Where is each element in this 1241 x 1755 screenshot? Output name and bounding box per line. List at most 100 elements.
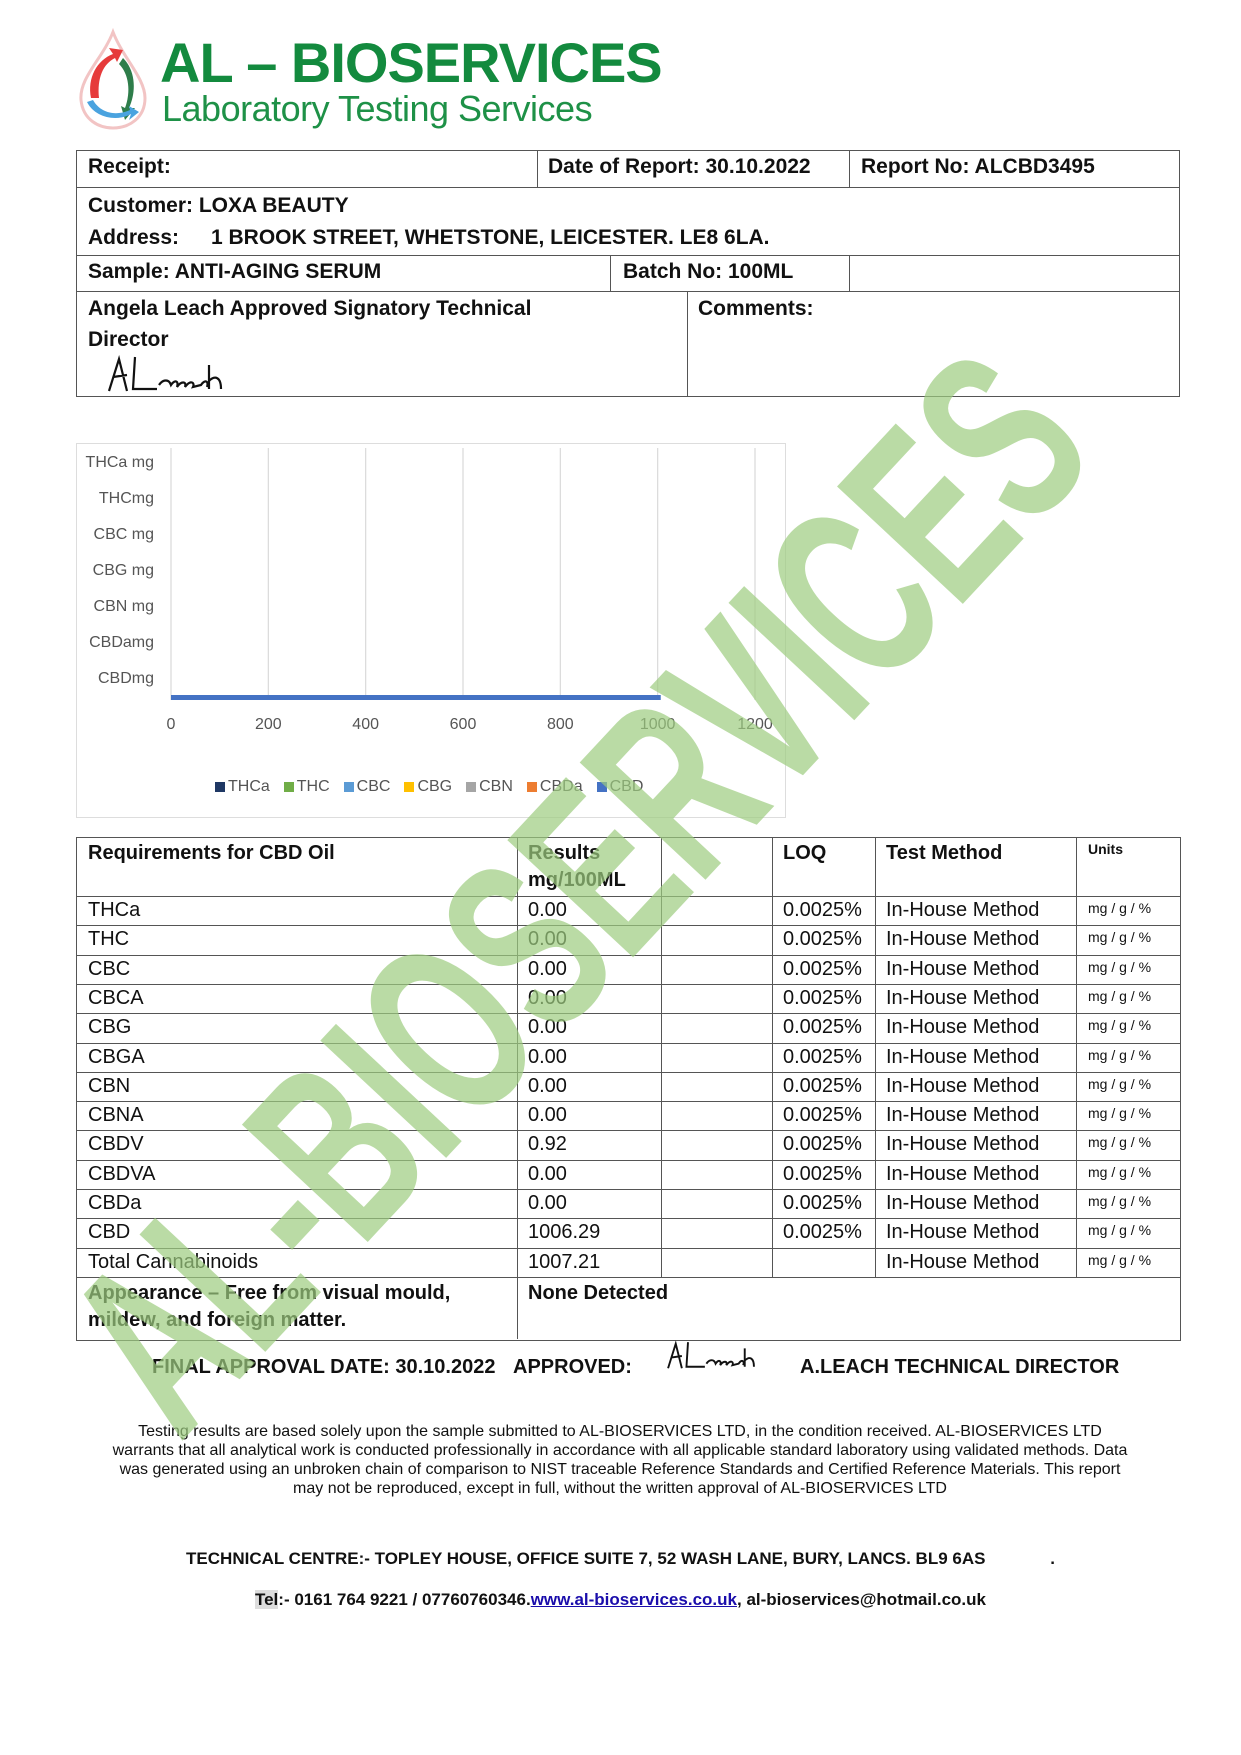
row-loq: 0.0025% [783, 986, 862, 1009]
final-approval-date: FINAL APPROVAL DATE: 30.10.2022 [152, 1356, 496, 1378]
y-category-label: THCa mg [85, 454, 154, 471]
appearance-result: None Detected [528, 1281, 669, 1304]
row-units: mg / g / % [1088, 1075, 1152, 1092]
separator: , [736, 1590, 742, 1609]
row-test-method: In-House Method [886, 1074, 1040, 1097]
row-loq: 0.0025% [783, 899, 862, 921]
date-of-report: Date of Report: 30.10.2022 [548, 155, 811, 178]
divider [687, 291, 688, 396]
technical-centre: TECHNICAL CENTRE:- TOPLEY HOUSE, OFFICE … [186, 1549, 986, 1568]
approval-signature [667, 1340, 755, 1369]
address-label: Address: [88, 226, 180, 249]
row-units: mg / g / % [1088, 1017, 1152, 1034]
appearance-requirement: Appearance – Free from visual mould, [88, 1281, 451, 1304]
row-loq: 0.0025% [783, 957, 862, 980]
website-link[interactable]: www.al-bioservices.co.uk [530, 1590, 737, 1609]
row-analyte: CBD [88, 1221, 131, 1244]
row-result: 0.00 [528, 986, 567, 1009]
row-divider [76, 1101, 1181, 1103]
row-analyte: CBDa [88, 1192, 142, 1214]
divider [537, 150, 538, 187]
legend-label: THC [296, 778, 330, 795]
row-units: mg / g / % [1088, 1134, 1152, 1151]
row-divider [76, 1130, 1181, 1132]
legend-swatch [526, 781, 537, 792]
x-tick-label: 200 [254, 716, 282, 733]
row-test-method: In-House Method [886, 1104, 1040, 1127]
legend-label: CBD [609, 778, 644, 795]
row-test-method: In-House Method [886, 1250, 1040, 1273]
row-divider [76, 925, 1181, 927]
row-test-method: In-House Method [886, 986, 1040, 1009]
tel-label: Tel [254, 1590, 279, 1609]
report-number: Report No: ALCBD3495 [861, 155, 1095, 178]
row-analyte: Total Cannabinoids [88, 1250, 259, 1273]
legend-item: CBG [404, 778, 452, 796]
logo-drop-icon [79, 27, 147, 130]
legend-item: CBN [466, 778, 513, 796]
row-analyte: CBGA [88, 1045, 145, 1068]
header-loq: LOQ [783, 842, 827, 864]
row-loq: 0.0025% [783, 1133, 862, 1156]
logo [73, 27, 153, 130]
x-tick-label: 0 [166, 716, 176, 733]
row-test-method: In-House Method [886, 1192, 1040, 1214]
row-loq: 0.0025% [783, 1162, 862, 1185]
y-category-label: CBN mg [93, 598, 154, 615]
disclaimer: Testing results are based solely upon th… [112, 1423, 1128, 1497]
divider [76, 291, 1180, 292]
y-category-label: CBDamg [89, 634, 154, 651]
header-results: Results [528, 842, 601, 864]
row-analyte: CBC [88, 957, 131, 980]
column-divider [517, 837, 518, 1339]
email: al-bioservices@hotmail.co.uk [746, 1590, 986, 1609]
signatory-line-1: Angela Leach Approved Signatory Technica… [88, 297, 532, 320]
legend-item: THC [283, 778, 330, 796]
row-loq: 0.0025% [783, 928, 862, 951]
row-units: mg / g / % [1088, 1222, 1152, 1239]
row-test-method: In-House Method [886, 1221, 1040, 1244]
batch-number: Batch No: 100ML [623, 260, 794, 283]
row-divider [76, 983, 1181, 985]
legend-label: CBDa [539, 778, 583, 795]
row-units: mg / g / % [1088, 987, 1152, 1004]
chart-legend: THCa THC CBC CBG CBN CBDa CBD [215, 778, 643, 796]
x-tick-label: 1200 [737, 716, 773, 733]
row-loq: 0.0025% [783, 1074, 862, 1097]
receipt-label: Receipt: [88, 155, 171, 178]
divider [76, 255, 1180, 256]
column-divider [661, 837, 662, 1277]
y-category-label: CBG mg [92, 562, 154, 579]
row-test-method: In-House Method [886, 957, 1040, 980]
customer: Customer: LOXA BEAUTY [88, 194, 349, 217]
column-divider [875, 837, 876, 1277]
trailing-dot: . [1050, 1549, 1055, 1568]
divider [76, 187, 1180, 188]
row-units: mg / g / % [1088, 1251, 1152, 1268]
row-result: 1007.21 [528, 1250, 601, 1273]
column-divider [772, 837, 773, 1277]
row-units: mg / g / % [1088, 1163, 1152, 1180]
legend-swatch [215, 781, 225, 792]
legend-item: CBD [596, 778, 644, 796]
approval-signer: A.LEACH TECHNICAL DIRECTOR [800, 1356, 1120, 1378]
appearance-requirement-2: mildew, and foreign matter. [88, 1308, 347, 1331]
legend-swatch [343, 781, 354, 792]
header-requirement: Requirements for CBD Oil [88, 842, 335, 864]
row-loq: 0.0025% [783, 1221, 862, 1244]
row-divider [76, 1189, 1181, 1190]
legend-label: THCa [228, 778, 270, 795]
row-divider [76, 1159, 1181, 1161]
row-analyte: CBDV [88, 1133, 144, 1156]
chart-frame [76, 443, 786, 818]
row-analyte: CBNA [88, 1104, 144, 1127]
bar-cbd [171, 695, 661, 700]
row-divider [76, 1071, 1181, 1073]
row-units: mg / g / % [1088, 929, 1152, 946]
row-analyte: THCa [88, 899, 141, 921]
header-units: Units [1088, 841, 1123, 857]
report-header-table [76, 150, 1180, 397]
telephone: :- 0161 764 9221 / 07760760346. [278, 1590, 531, 1609]
row-divider [76, 1013, 1181, 1015]
legend-item: THCa [215, 778, 270, 796]
